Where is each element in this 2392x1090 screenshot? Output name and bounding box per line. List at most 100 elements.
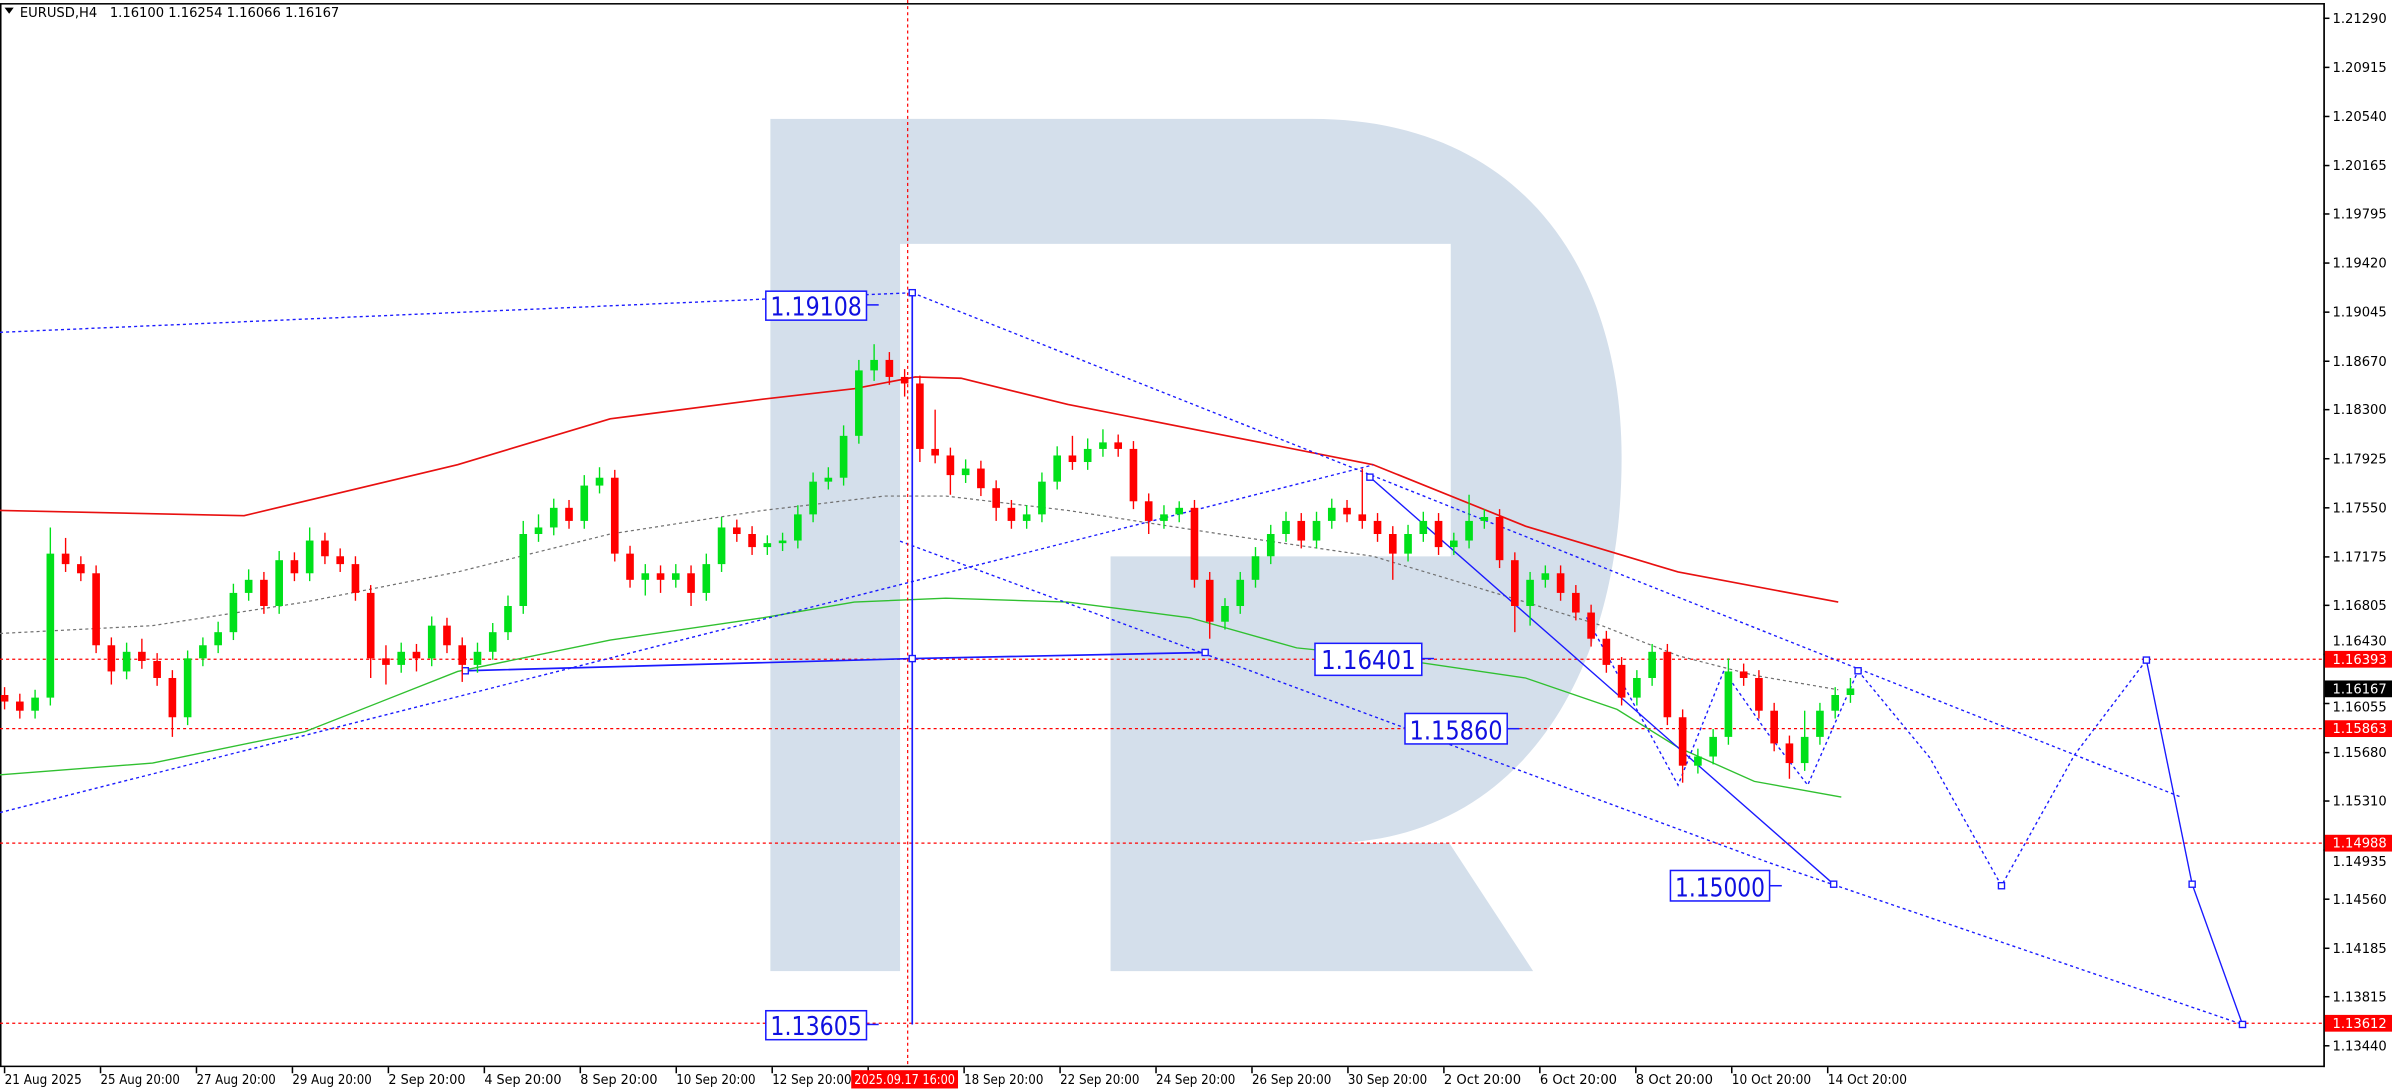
level-price-tag [2324,834,2392,852]
price-tick-label: 1.21290 [2333,12,2387,27]
annotation-1-16401: 1.16401 [1314,642,1434,676]
level-price-tag [2324,650,2392,668]
price-tick-label: 1.13815 [2333,990,2387,1005]
bear-candle [443,617,451,654]
candle-body [626,553,634,580]
candle-body [855,370,863,436]
candle-body [1419,520,1428,535]
candle-body [549,507,558,528]
bear-candle [931,409,939,464]
bear-candle [946,447,955,495]
time-tick-label: 24 Sep 20:00 [1156,1073,1235,1088]
bull-candle [1053,446,1061,490]
bull-candle [1327,498,1336,529]
candle-body [61,553,70,565]
candle-body [1587,612,1595,639]
price-tick-label: 1.16055 [2333,701,2387,716]
candle-body [733,527,741,535]
annotation-1-15860: 1.15860 [1404,712,1520,746]
bull-candle [1282,511,1290,542]
candle-body [31,697,39,711]
chart-header: EURUSD,H4 1.16100 1.16254 1.16066 1.1616… [4,6,339,21]
candle-body [1373,520,1382,535]
bear-candle [1739,663,1748,686]
time-tick-label: 10 Oct 20:00 [1732,1073,1811,1088]
bear-candle [656,565,665,593]
candle-body [1053,455,1061,482]
bear-candle [1663,643,1672,726]
candle-body [138,651,146,661]
time-tick-label: 29 Aug 20:00 [292,1073,371,1088]
bull-candle [534,514,543,542]
candle-body [1266,534,1275,557]
bear-candle [1785,735,1794,779]
candle-body [351,564,360,593]
candle-body [839,435,848,478]
candle-body [153,660,161,678]
svg-text:2025.09.17 16:00: 2025.09.17 16:00 [854,1073,955,1088]
candle-body [1190,507,1199,580]
candle-body [1099,442,1107,449]
price-tick-label: 1.18670 [2333,355,2387,370]
candle-body [519,534,528,606]
price-tick-label: 1.17550 [2333,501,2387,516]
candle-body [1312,520,1321,541]
bull-candle [763,535,772,555]
bear-candle [1511,552,1519,633]
price-tick-label: 1.16430 [2333,635,2387,650]
bear-candle [1358,468,1367,529]
bear-candle [733,519,741,542]
price-axis[interactable]: 1.21290 1.20915 1.20540 1.20165 1.19795 1.194… [2323,12,2387,1054]
bear-candle [168,670,177,737]
bear-candle [1114,434,1123,457]
bear-candle [565,499,573,529]
candle-body [1785,743,1794,764]
price-annotations[interactable]: 1.19108 1.13605 1.16401 1.15860 1.15000 [765,290,1782,1042]
price-tick-label: 1.18300 [2333,403,2387,418]
time-tick-label: 21 Aug 2025 [5,1073,82,1088]
bull-candle [1633,670,1641,706]
bull-candle [870,344,878,381]
bear-candle [1373,513,1382,542]
candle-body [885,359,894,377]
level-price-tag-label: 1.15863 [2333,722,2387,737]
bull-candle [1449,532,1458,555]
candle-body [656,573,665,580]
bull-candle [1831,687,1840,719]
bull-candle [580,475,589,529]
bear-candle [1617,657,1626,706]
rising-trendline-dotted [0,464,1374,814]
bull-candle [1266,524,1275,565]
price-tick-label: 1.14560 [2333,893,2387,908]
time-tick-label: 2 Sep 20:00 [388,1073,465,1088]
svg-text:1.15000: 1.15000 [1675,873,1765,903]
triangle-down-icon[interactable] [4,7,14,14]
candle-body [1129,448,1138,502]
bull-candle [31,689,39,719]
price-tick-label: 1.17175 [2333,550,2387,565]
bull-candle [641,564,650,596]
candle-body [443,625,451,646]
bear-candle [1205,571,1214,639]
bear-candle [16,693,24,719]
candle-body [1495,516,1504,561]
bear-candle [412,643,421,672]
bear-candle [260,571,268,614]
bear-candle [1129,441,1138,510]
candle-body [1663,651,1672,718]
bull-candle [427,616,436,667]
time-tick-label: 4 Sep 20:00 [484,1073,561,1088]
time-axis[interactable]: 21 Aug 2025 25 Aug 20:00 27 Aug 20:00 29 Au… [3,1067,1907,1088]
candle-body [1709,736,1717,757]
time-tick-label: 25 Aug 20:00 [101,1073,180,1088]
bull-candle [595,467,604,494]
price-tick-label: 1.19045 [2333,306,2387,321]
bull-candle [778,532,787,552]
candle-body [0,695,9,702]
bear-candle [748,526,756,555]
bear-candle [458,637,467,682]
candle-body [275,560,283,606]
bear-candle [336,548,345,572]
candle-body [1480,516,1489,521]
